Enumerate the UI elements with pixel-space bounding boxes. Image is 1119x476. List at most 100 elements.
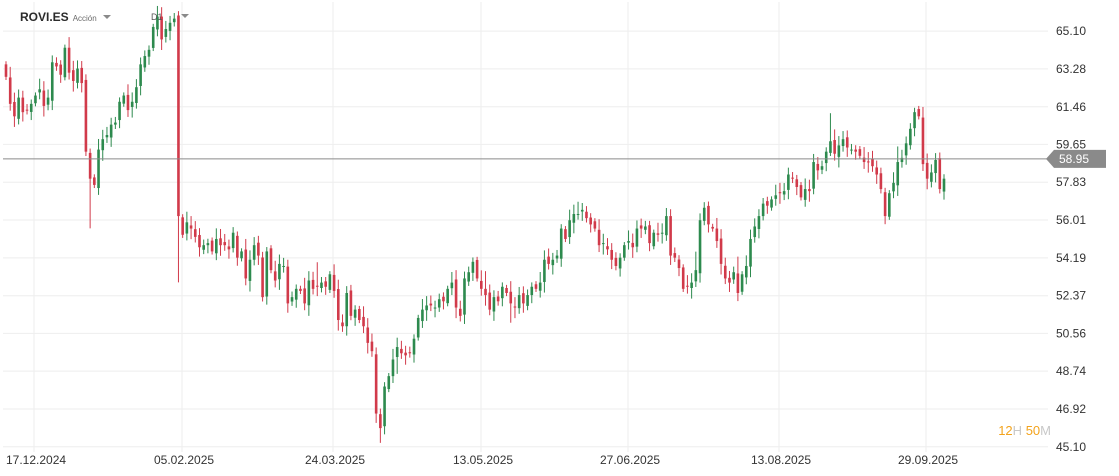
candle-up: [555, 255, 559, 259]
candle-down: [862, 157, 866, 163]
candle-up: [387, 376, 391, 390]
candle-up: [147, 49, 151, 57]
candle-up: [837, 145, 841, 157]
candle-up: [202, 245, 205, 250]
candle-up: [757, 216, 761, 229]
candle-up: [240, 251, 243, 259]
candle-up: [501, 286, 504, 299]
candle-up: [829, 141, 832, 153]
countdown-minutes: 50: [1025, 423, 1041, 438]
candle-up: [698, 220, 702, 274]
candle-up: [265, 251, 269, 297]
candle-down: [719, 238, 723, 264]
candle-down: [614, 257, 618, 266]
candle-down: [311, 279, 315, 289]
candle-up: [576, 214, 580, 216]
candle-up: [307, 280, 311, 306]
candle-down: [715, 228, 719, 242]
time-axis: 17.12.2024 05.02.2025 24.03.2025 13.05.2025…: [6, 453, 958, 467]
candle-down: [59, 64, 62, 75]
candle-down: [681, 267, 685, 289]
candle-up: [383, 386, 386, 427]
date-tick-label: 27.06.2025: [600, 453, 660, 467]
timeframe-selector[interactable]: D1: [151, 12, 189, 22]
candle-down: [707, 205, 710, 225]
price-tick-label: 56.01: [1056, 213, 1086, 227]
candle-down: [55, 62, 58, 67]
candle-down: [404, 352, 407, 356]
candle-up: [841, 139, 845, 147]
price-tick-label: 50.56: [1056, 326, 1086, 340]
candle-up: [122, 95, 126, 104]
candle-down: [833, 140, 836, 154]
candle-down: [673, 253, 677, 258]
candle-up: [665, 216, 668, 236]
price-tick-label: 46.92: [1056, 402, 1086, 416]
price-tick-label: 52.37: [1056, 289, 1086, 303]
candle-down: [883, 192, 887, 217]
candle-down: [261, 257, 264, 298]
candle-up: [492, 297, 496, 312]
current-price-line: 58.95: [3, 149, 1106, 168]
candle-down: [442, 296, 445, 302]
candle-down: [236, 235, 239, 258]
candle-down: [374, 354, 378, 414]
price-tick-label: 59.65: [1056, 137, 1086, 151]
candle-down: [341, 322, 344, 327]
candle-up: [135, 87, 138, 104]
candle-down: [509, 291, 513, 304]
candle-down: [484, 288, 487, 296]
countdown-hours-unit: H: [1012, 423, 1023, 438]
candle-down: [67, 47, 71, 73]
candle-down: [648, 225, 651, 244]
candle-down: [808, 189, 811, 192]
candle-down: [723, 265, 727, 279]
candle-down: [336, 289, 340, 321]
candle-down: [534, 284, 538, 289]
candle-up: [694, 270, 698, 282]
candle-up: [168, 22, 172, 31]
timeframe-label[interactable]: D1: [151, 12, 163, 22]
candle-down: [505, 288, 508, 293]
candle-up: [652, 232, 656, 247]
candle-up: [391, 359, 395, 377]
candle-down: [778, 192, 782, 194]
candle-up: [139, 64, 142, 86]
candle-down: [370, 341, 374, 352]
date-tick-label: 05.02.2025: [154, 453, 214, 467]
price-tick-label: 45.10: [1056, 440, 1086, 454]
candle-down: [4, 64, 8, 77]
candle-up: [913, 112, 916, 129]
candle-down: [273, 271, 277, 281]
candle-down: [299, 288, 302, 291]
candle-up: [888, 193, 891, 217]
candle-up: [290, 297, 294, 302]
timeframe-dropdown-icon[interactable]: [180, 14, 189, 18]
date-tick-label: 13.05.2025: [453, 453, 513, 467]
candle-down: [791, 177, 794, 179]
candle-up: [627, 241, 630, 243]
candle-down: [21, 97, 25, 113]
candle-up: [568, 220, 571, 238]
candle-down: [585, 211, 588, 219]
candle-down: [332, 274, 336, 291]
candle-up: [732, 272, 735, 280]
candle-up: [151, 26, 155, 48]
candle-up: [538, 282, 542, 291]
symbol-dropdown-icon[interactable]: [102, 15, 111, 19]
candle-down: [728, 277, 731, 283]
symbol-label[interactable]: ROVI.ES: [20, 10, 69, 24]
candle-up: [231, 232, 235, 249]
instrument-header: ROVI.ES Acción: [20, 10, 111, 26]
candle-down: [324, 281, 327, 287]
candle-down: [80, 67, 84, 84]
candle-down: [189, 225, 193, 229]
candle-up: [114, 122, 117, 125]
candle-down: [938, 158, 942, 190]
candle-up: [909, 128, 912, 146]
price-axis: 65.10 63.28 61.46 59.65 57.83 56.01 54.19 52.37…: [1056, 24, 1086, 454]
candle-down: [454, 279, 458, 308]
candle-up: [930, 172, 933, 182]
candle-down: [160, 16, 163, 40]
